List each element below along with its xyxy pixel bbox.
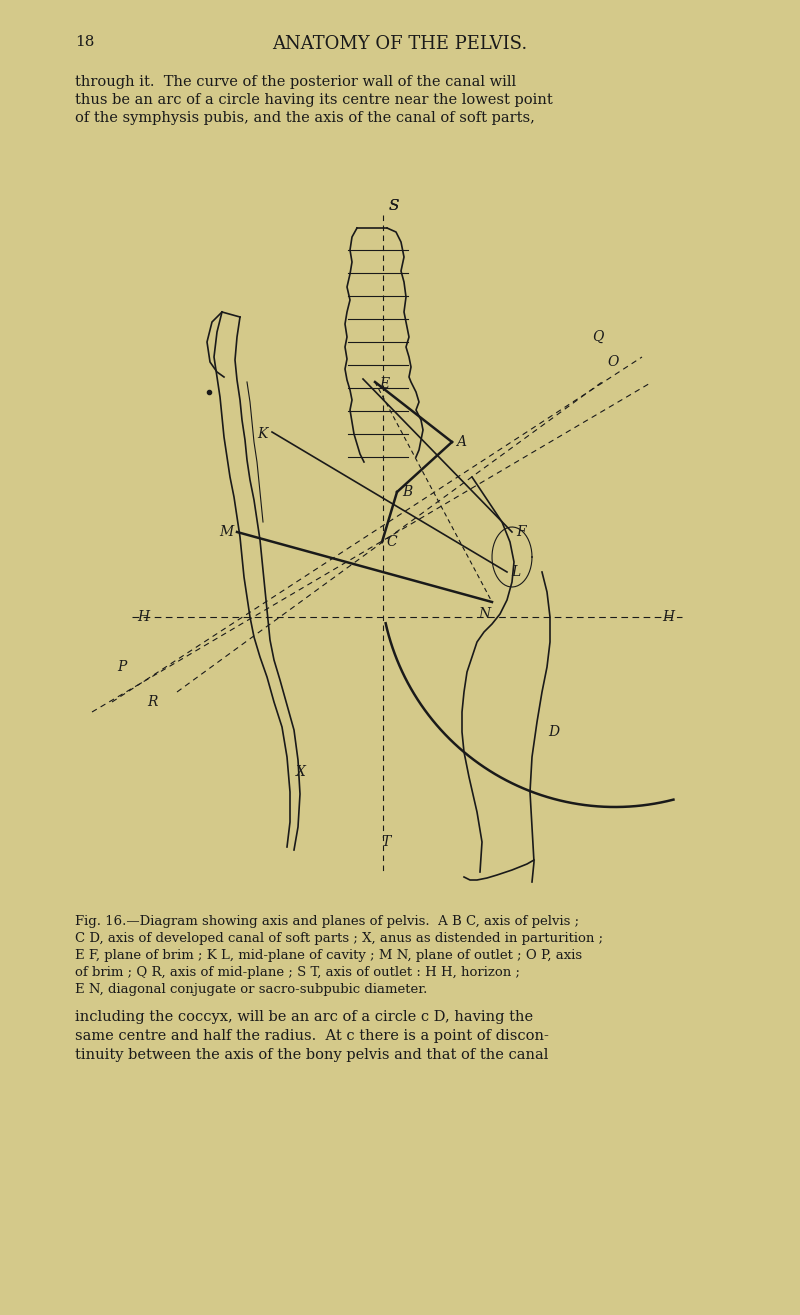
Text: L: L (511, 565, 520, 579)
Text: X: X (296, 765, 306, 778)
Text: S: S (389, 199, 399, 213)
Text: K: K (258, 427, 268, 441)
Text: R: R (147, 696, 158, 709)
Text: including the coccyx, will be an arc of a circle c D, having the: including the coccyx, will be an arc of … (75, 1010, 533, 1024)
Text: P: P (117, 660, 126, 675)
Text: T: T (381, 835, 390, 849)
Text: E: E (379, 377, 389, 391)
Text: M: M (218, 525, 233, 539)
Text: C D, axis of developed canal of soft parts ; X, anus as distended in parturition: C D, axis of developed canal of soft par… (75, 932, 603, 945)
Text: Q: Q (592, 330, 603, 345)
Text: Fig. 16.—Diagram showing axis and planes of pelvis.  A B C, axis of pelvis ;: Fig. 16.—Diagram showing axis and planes… (75, 915, 579, 928)
Text: S: S (389, 199, 399, 213)
Text: tinuity between the axis of the bony pelvis and that of the canal: tinuity between the axis of the bony pel… (75, 1048, 548, 1063)
Text: H: H (662, 610, 674, 625)
Text: B: B (402, 485, 412, 498)
Text: of the symphysis pubis, and the axis of the canal of soft parts,: of the symphysis pubis, and the axis of … (75, 110, 535, 125)
Text: same centre and half the radius.  At c there is a point of discon-: same centre and half the radius. At c th… (75, 1030, 549, 1043)
Text: ANATOMY OF THE PELVIS.: ANATOMY OF THE PELVIS. (272, 36, 528, 53)
Text: E N, diagonal conjugate or sacro-subpubic diameter.: E N, diagonal conjugate or sacro-subpubi… (75, 984, 427, 995)
Text: thus be an arc of a circle having its centre near the lowest point: thus be an arc of a circle having its ce… (75, 93, 553, 107)
Text: N: N (478, 608, 490, 621)
Text: A: A (456, 435, 466, 448)
Text: E F, plane of brim ; K L, mid-plane of cavity ; M N, plane of outlet ; O P, axis: E F, plane of brim ; K L, mid-plane of c… (75, 949, 582, 963)
Text: D: D (548, 725, 559, 739)
Text: through it.  The curve of the posterior wall of the canal will: through it. The curve of the posterior w… (75, 75, 516, 89)
Text: O: O (607, 355, 618, 370)
Text: C: C (386, 535, 397, 548)
Text: 18: 18 (75, 36, 94, 49)
Text: F: F (516, 525, 526, 539)
Text: H: H (137, 610, 149, 625)
Text: of brim ; Q R, axis of mid-plane ; S T, axis of outlet : H H, horizon ;: of brim ; Q R, axis of mid-plane ; S T, … (75, 967, 520, 978)
